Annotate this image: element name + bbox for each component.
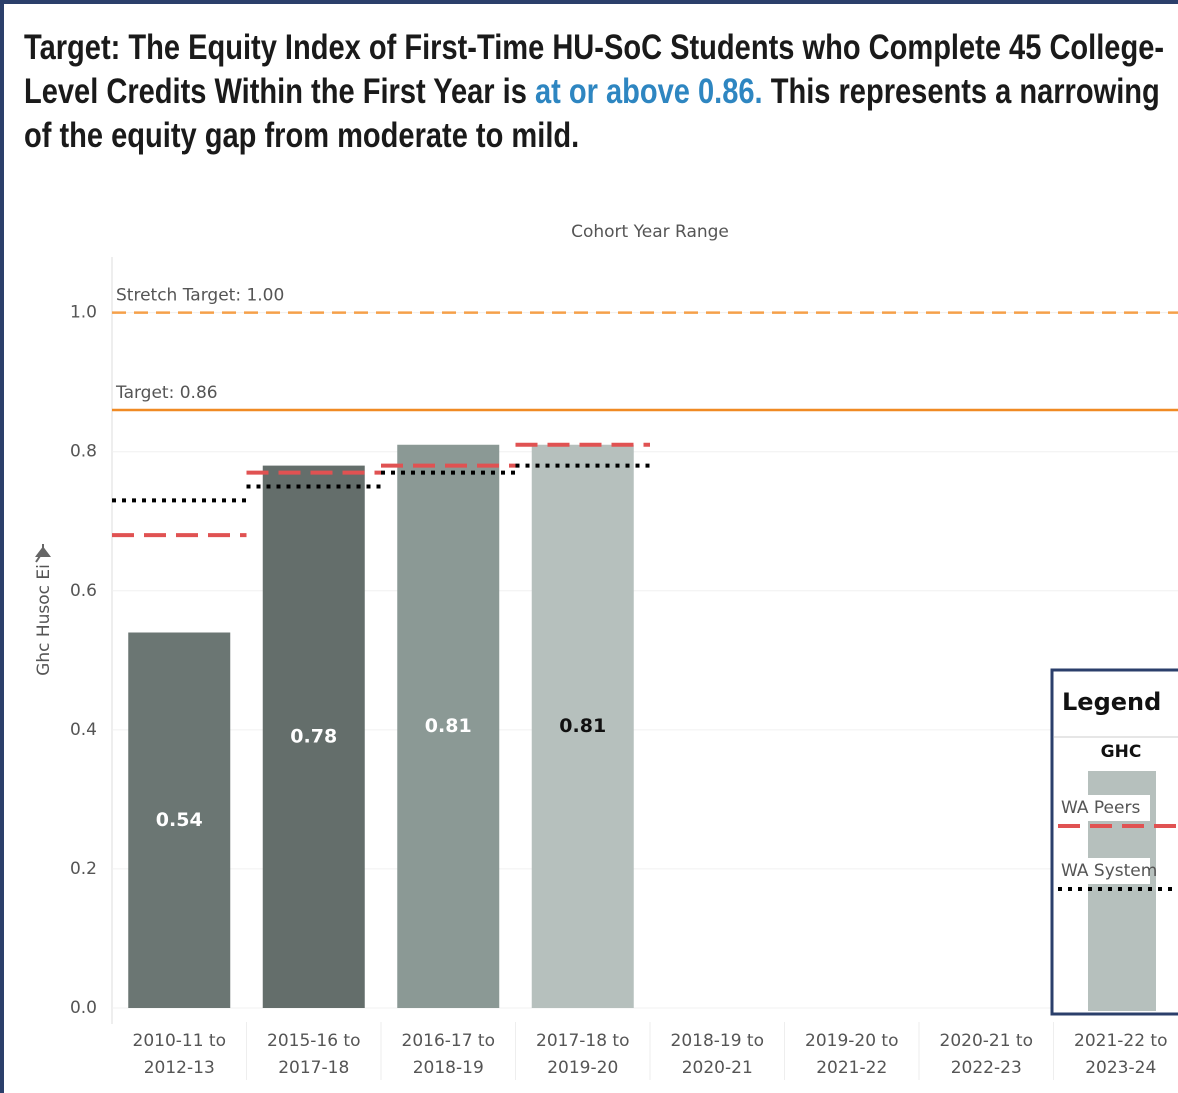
- y-tick-label: 0.8: [70, 442, 97, 462]
- x-tick-line: 2023-24: [1085, 1058, 1156, 1078]
- x-tick-label: 2018-19 to 2020-21: [671, 1031, 765, 1078]
- x-tick-line: 2015-16 to: [267, 1031, 361, 1051]
- x-tick-label: 2020-21 to 2022-23: [940, 1031, 1034, 1078]
- x-tick-line: 2022-23: [951, 1058, 1022, 1078]
- bar: [128, 632, 231, 1008]
- y-tick-label: 0.6: [70, 581, 97, 601]
- title-part: Target: The Equity Index of First-Time H…: [24, 28, 1165, 111]
- title-highlight: at or above 0.86.: [534, 72, 763, 111]
- y-tick-label: 1.0: [70, 303, 97, 323]
- x-tick-label: 2021-22 to 2023-24: [1074, 1031, 1168, 1078]
- bar: [531, 444, 634, 1008]
- x-tick-label: 2015-16 to 2017-18: [267, 1031, 361, 1078]
- x-tick-line: 2018-19 to: [671, 1031, 765, 1051]
- x-tick-line: 2020-21 to: [940, 1031, 1034, 1051]
- x-tick-label: 2010-11 to 2012-13: [133, 1031, 227, 1078]
- bar-value-label: 0.81: [559, 715, 606, 737]
- x-axis-title: Cohort Year Range: [571, 222, 729, 242]
- x-tick-line: 2017-18 to: [536, 1031, 630, 1051]
- x-tick-line: 2012-13: [144, 1058, 215, 1078]
- bar: [262, 465, 365, 1009]
- x-tick-line: 2019-20 to: [805, 1031, 899, 1051]
- x-tick-line: 2021-22: [816, 1058, 887, 1078]
- legend-label: GHC: [1101, 742, 1142, 762]
- y-tick-label: 0.2: [70, 859, 97, 879]
- bar-value-label: 0.81: [425, 715, 472, 737]
- x-tick-line: 2019-20: [547, 1058, 618, 1078]
- x-tick-label: 2019-20 to 2021-22: [805, 1031, 899, 1078]
- legend-label: WA System: [1061, 861, 1157, 881]
- y-axis-title: Ghc Husoc Ei: [34, 564, 54, 676]
- legend-title: Legend: [1062, 688, 1161, 716]
- reference-label: Target: 0.86: [115, 383, 218, 403]
- bar-value-label: 0.78: [290, 725, 337, 747]
- legend-label-bg: [1058, 795, 1150, 821]
- y-tick-label: 0.4: [70, 720, 97, 740]
- reference-label: Stretch Target: 1.00: [116, 286, 284, 306]
- bar: [397, 444, 500, 1008]
- title-part: This represents a narrowing of the equit…: [24, 72, 1160, 155]
- x-tick-line: 2020-21: [682, 1058, 753, 1078]
- x-tick-line: 2021-22 to: [1074, 1031, 1168, 1051]
- x-tick-line: 2018-19: [413, 1058, 484, 1078]
- legend-label-bg: [1058, 858, 1150, 884]
- legend-label: WA Peers: [1061, 798, 1140, 818]
- x-tick-line: 2010-11 to: [133, 1031, 227, 1051]
- pin-icon: [35, 544, 51, 563]
- x-tick-label: 2017-18 to 2019-20: [536, 1031, 630, 1078]
- x-tick-line: 2017-18: [278, 1058, 349, 1078]
- bar-value-label: 0.54: [156, 809, 203, 831]
- chart-title: Target: The Equity Index of First-Time H…: [24, 26, 1178, 158]
- y-tick-label: 0.0: [70, 998, 97, 1018]
- x-tick-label: 2016-17 to 2018-19: [402, 1031, 496, 1078]
- x-tick-line: 2016-17 to: [402, 1031, 496, 1051]
